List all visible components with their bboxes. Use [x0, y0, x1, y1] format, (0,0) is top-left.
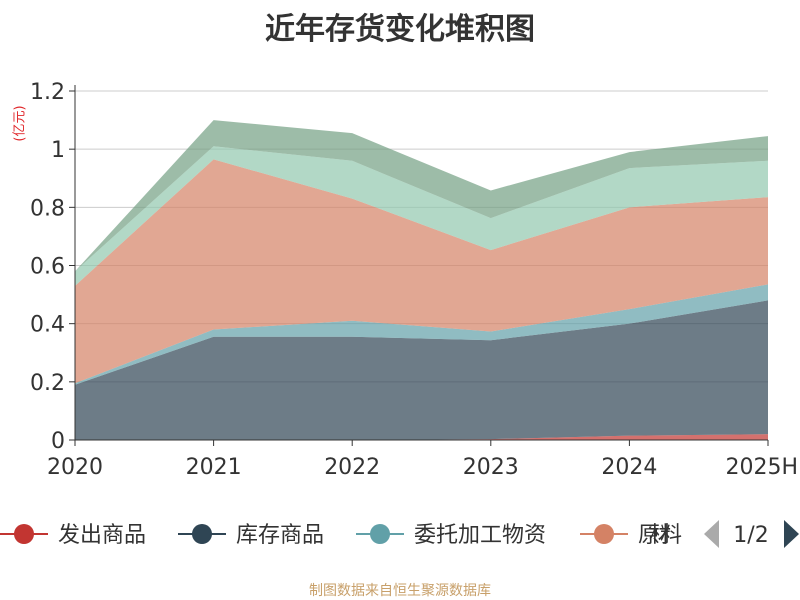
legend: 发出商品 库存商品 委托加工物资 原材料 1/2	[0, 520, 799, 548]
area-series-2	[75, 300, 768, 440]
x-tick-label: 2021	[186, 455, 242, 480]
legend-marker-4	[594, 524, 614, 544]
y-tick-label: 0.6	[30, 255, 65, 280]
legend-marker-3	[370, 524, 390, 544]
area-series-1	[75, 434, 768, 440]
x-tick-label: 2023	[463, 455, 519, 480]
area-series-5	[75, 146, 768, 286]
legend-prev-arrow-icon	[704, 520, 719, 548]
y-tick-label: 0.2	[30, 371, 65, 396]
area-series-4	[75, 159, 768, 384]
legend-label-3: 委托加工物资	[414, 523, 546, 548]
y-tick-label: 0.4	[30, 313, 65, 338]
y-tick-label: 0	[51, 429, 65, 454]
legend-marker-1	[14, 524, 34, 544]
legend-pager-text: 1/2	[733, 523, 768, 548]
y-tick-label: 0.8	[30, 196, 65, 221]
x-tick-label: 2022	[324, 455, 380, 480]
area-series-3	[75, 284, 768, 385]
legend-next-arrow-icon	[784, 520, 799, 548]
stacked-area-chart: 0 0.2 0.4 0.6 0.8 1 1.2 2020 2021 2022 2023 2024 202…	[0, 80, 799, 548]
x-tick-label: 2024	[601, 455, 657, 480]
legend-label-2: 库存商品	[236, 523, 324, 548]
legend-marker-2	[192, 524, 212, 544]
chart-title: 近年存货变化堆积图	[265, 12, 535, 47]
x-tick-label: 2025H	[725, 455, 798, 480]
data-source-note: 制图数据来自恒生聚源数据库	[309, 583, 491, 599]
y-tick-label: 1	[51, 138, 65, 163]
x-tick-label: 2020	[47, 455, 103, 480]
legend-label-4: 原材料	[638, 523, 682, 548]
legend-label-1: 发出商品	[58, 523, 146, 548]
y-tick-label: 1.2	[30, 80, 65, 105]
